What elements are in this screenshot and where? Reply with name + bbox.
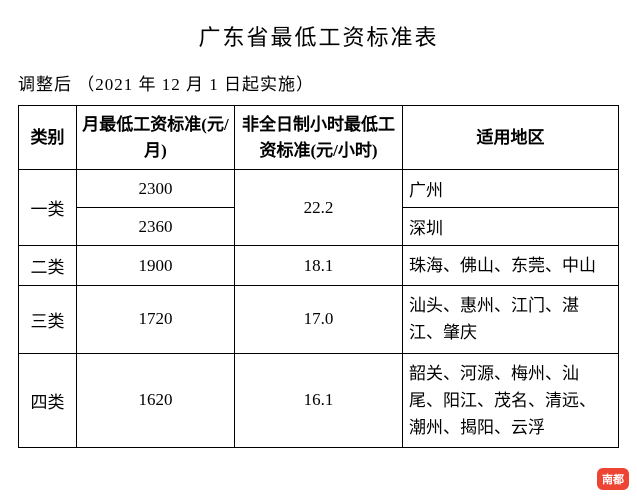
cell-cat1-monthly2: 2360 — [77, 208, 235, 246]
cell-cat1-region2: 深圳 — [403, 208, 619, 246]
table-row: 三类 1720 17.0 汕头、惠州、江门、湛江、肇庆 — [19, 286, 619, 353]
cell-cat4-region: 韶关、河源、梅州、汕尾、阳江、茂名、清远、潮州、揭阳、云浮 — [403, 353, 619, 448]
cell-cat1-region1: 广州 — [403, 170, 619, 208]
header-hourly: 非全日制小时最低工资标准(元/小时) — [235, 106, 403, 170]
cell-cat1-monthly1: 2300 — [77, 170, 235, 208]
page-subtitle: 调整后 （2021 年 12 月 1 日起实施） — [18, 70, 619, 95]
table-row: 一类 2300 22.2 广州 — [19, 170, 619, 208]
table-header-row: 类别 月最低工资标准(元/月) 非全日制小时最低工资标准(元/小时) 适用地区 — [19, 106, 619, 170]
cell-cat3-hourly: 17.0 — [235, 286, 403, 353]
header-region: 适用地区 — [403, 106, 619, 170]
header-category: 类别 — [19, 106, 77, 170]
header-monthly: 月最低工资标准(元/月) — [77, 106, 235, 170]
cell-cat2-hourly: 18.1 — [235, 246, 403, 286]
cell-cat1-hourly: 22.2 — [235, 170, 403, 246]
table-row: 二类 1900 18.1 珠海、佛山、东莞、中山 — [19, 246, 619, 286]
cell-cat4-monthly: 1620 — [77, 353, 235, 448]
wage-table: 类别 月最低工资标准(元/月) 非全日制小时最低工资标准(元/小时) 适用地区 … — [18, 105, 619, 448]
cell-cat4-hourly: 16.1 — [235, 353, 403, 448]
cell-cat2-monthly: 1900 — [77, 246, 235, 286]
cell-cat2-region: 珠海、佛山、东莞、中山 — [403, 246, 619, 286]
cell-cat2-label: 二类 — [19, 246, 77, 286]
page-title: 广东省最低工资标准表 — [18, 20, 619, 52]
cell-cat3-label: 三类 — [19, 286, 77, 353]
source-badge: 南都 — [597, 468, 629, 490]
cell-cat3-monthly: 1720 — [77, 286, 235, 353]
cell-cat1-label: 一类 — [19, 170, 77, 246]
cell-cat3-region: 汕头、惠州、江门、湛江、肇庆 — [403, 286, 619, 353]
table-row: 四类 1620 16.1 韶关、河源、梅州、汕尾、阳江、茂名、清远、潮州、揭阳、… — [19, 353, 619, 448]
cell-cat4-label: 四类 — [19, 353, 77, 448]
